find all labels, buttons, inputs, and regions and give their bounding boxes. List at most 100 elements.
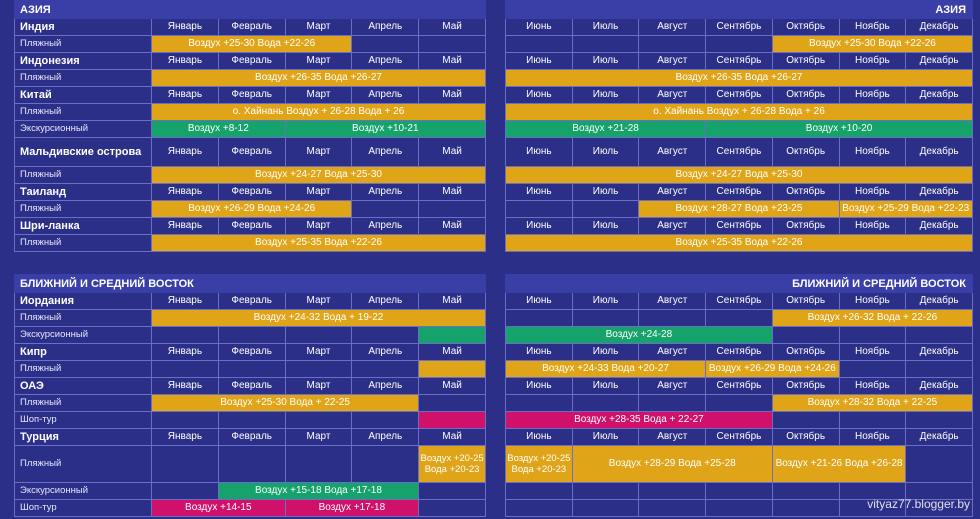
month: Август bbox=[638, 343, 707, 361]
month: Декабрь bbox=[905, 183, 973, 201]
month: Май bbox=[418, 428, 486, 446]
month: Февраль bbox=[217, 217, 286, 235]
month: Декабрь bbox=[905, 52, 973, 70]
month: Сентябрь bbox=[705, 428, 773, 446]
country-maldives: Мальдивские острова bbox=[14, 137, 152, 167]
season-bar: Воздух +28-27 Вода +23-25 bbox=[638, 200, 840, 218]
month: Август bbox=[638, 428, 707, 446]
type-label: Экскурсионный bbox=[14, 482, 152, 500]
season-bar: Воздух +21-26 Вода +26-28 bbox=[771, 445, 907, 483]
region-title: АЗИЯ bbox=[505, 0, 973, 19]
type-label: Пляжный bbox=[14, 394, 152, 412]
country-uae: ОАЭ bbox=[14, 377, 152, 395]
month: Июнь bbox=[505, 86, 573, 104]
month: Май bbox=[418, 292, 486, 310]
season-bar: о. Хайнань Воздух + 26-28 Вода + 26 bbox=[505, 103, 973, 121]
month: Апрель bbox=[351, 183, 420, 201]
watermark: vityaz77.blogger.by bbox=[867, 497, 970, 511]
country-srilanka: Шри-ланка bbox=[14, 217, 152, 235]
month: Октябрь bbox=[771, 183, 840, 201]
season-bar: Воздух +10-20 bbox=[705, 120, 973, 138]
month: Август bbox=[638, 217, 707, 235]
month: Октябрь bbox=[771, 343, 840, 361]
month: Декабрь bbox=[905, 217, 973, 235]
month: Октябрь bbox=[771, 217, 840, 235]
month: Март bbox=[284, 137, 353, 167]
month: Январь bbox=[151, 428, 219, 446]
month: Январь bbox=[151, 137, 219, 167]
month: Июль bbox=[571, 343, 640, 361]
region-title: БЛИЖНИЙ И СРЕДНИЙ ВОСТОК bbox=[505, 274, 973, 293]
country-thailand: Таиланд bbox=[14, 183, 152, 201]
country-india: Индия bbox=[14, 18, 152, 36]
month: Июль bbox=[571, 292, 640, 310]
type-label: Пляжный bbox=[14, 35, 152, 53]
country-cyprus: Кипр bbox=[14, 343, 152, 361]
month: Март bbox=[284, 343, 353, 361]
month: Ноябрь bbox=[838, 377, 907, 395]
season-bar: Воздух +28-35 Вода + 22-27 bbox=[505, 411, 773, 429]
month: Август bbox=[638, 377, 707, 395]
month: Сентябрь bbox=[705, 217, 773, 235]
season-bar: Воздух +25-30 Вода +22-26 bbox=[150, 35, 353, 53]
season-bar: Воздух +25-35 Вода +22-26 bbox=[151, 234, 486, 252]
region-title: БЛИЖНИЙ И СРЕДНИЙ ВОСТОК bbox=[14, 274, 486, 293]
month: Сентябрь bbox=[705, 183, 773, 201]
region-title: АЗИЯ bbox=[14, 0, 486, 19]
left-panel: АЗИЯ Индия Январь Февраль Март Апрель Май Пл… bbox=[14, 0, 487, 517]
month: Январь bbox=[151, 292, 219, 310]
month: Ноябрь bbox=[838, 343, 907, 361]
type-label: Шоп-тур bbox=[14, 499, 152, 517]
month: Ноябрь bbox=[838, 137, 907, 167]
month: Январь bbox=[151, 377, 219, 395]
month: Февраль bbox=[217, 86, 286, 104]
month: Апрель bbox=[351, 377, 420, 395]
month: Декабрь bbox=[905, 428, 973, 446]
month: Декабрь bbox=[905, 377, 973, 395]
country-turkey: Турция bbox=[14, 428, 152, 446]
season-bar: Воздух +25-29 Вода +22-23 bbox=[838, 200, 974, 218]
season-bar: о. Хайнань Воздух + 26-28 Вода + 26 bbox=[151, 103, 486, 121]
month: Июль bbox=[571, 52, 640, 70]
month: Август bbox=[638, 137, 707, 167]
season-bar: Воздух +8-12 bbox=[151, 120, 286, 138]
month: Июнь bbox=[505, 343, 573, 361]
right-table: АЗИЯ Июнь Июль Август Сентябрь Октябрь Ноябрь… bbox=[504, 0, 974, 517]
season-bar: Воздух +24-27 Вода +25-30 bbox=[151, 166, 486, 184]
country-indonesia: Индонезия bbox=[14, 52, 152, 70]
type-label: Пляжный bbox=[14, 234, 152, 252]
month: Сентябрь bbox=[705, 52, 773, 70]
month: Январь bbox=[151, 52, 219, 70]
month: Июнь bbox=[505, 377, 573, 395]
season-bar: Воздух +21-28 bbox=[504, 120, 707, 138]
season-bar: Воздух +26-29 Вода +24-26 bbox=[705, 360, 840, 378]
month: Август bbox=[638, 18, 707, 36]
month: Октябрь bbox=[771, 137, 840, 167]
season-bar: Воздух +25-30 Вода + 22-25 bbox=[150, 394, 420, 412]
month: Январь bbox=[151, 18, 219, 36]
season-bar: Воздух +15-18 Вода +17-18 bbox=[217, 482, 420, 500]
month: Февраль bbox=[217, 377, 286, 395]
season-bar: Воздух +24-33 Вода +20-27 bbox=[504, 360, 707, 378]
month: Июнь bbox=[505, 428, 573, 446]
month: Декабрь bbox=[905, 18, 973, 36]
month: Май bbox=[418, 183, 486, 201]
month: Октябрь bbox=[771, 428, 840, 446]
type-label: Пляжный bbox=[14, 445, 152, 483]
season-bar: Воздух +26-35 Вода +26-27 bbox=[505, 69, 973, 87]
season-bar: Воздух +28-32 Вода + 22-25 bbox=[771, 394, 974, 412]
month: Апрель bbox=[351, 292, 420, 310]
season-bar bbox=[418, 326, 486, 344]
month: Декабрь bbox=[905, 292, 973, 310]
season-bar: Воздух +25-30 Вода +22-26 bbox=[771, 35, 974, 53]
month: Март bbox=[284, 86, 353, 104]
month: Декабрь bbox=[905, 137, 973, 167]
month: Май bbox=[418, 52, 486, 70]
month: Январь bbox=[151, 217, 219, 235]
month: Июль bbox=[571, 86, 640, 104]
month: Апрель bbox=[351, 217, 420, 235]
month: Июль bbox=[571, 428, 640, 446]
month: Апрель bbox=[351, 137, 420, 167]
month: Июнь bbox=[505, 137, 573, 167]
type-label: Шоп-тур bbox=[14, 411, 152, 429]
